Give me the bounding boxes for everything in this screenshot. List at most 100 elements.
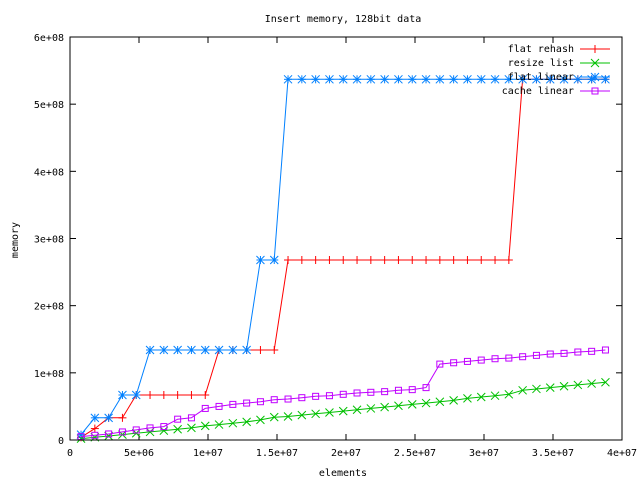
y-axis-label: memory	[10, 222, 21, 258]
data-point	[463, 255, 472, 264]
data-point	[505, 354, 513, 362]
data-point	[270, 396, 278, 404]
data-point	[532, 74, 541, 84]
series-cache-linear	[77, 346, 609, 441]
data-point	[201, 404, 209, 412]
data-point	[256, 398, 264, 406]
data-point	[545, 383, 555, 392]
data-point	[229, 400, 237, 408]
data-point	[228, 345, 238, 355]
data-point	[490, 391, 500, 401]
data-point	[339, 390, 347, 398]
data-point	[366, 255, 375, 264]
data-point	[297, 74, 307, 84]
data-point	[463, 74, 472, 84]
data-point	[394, 255, 403, 264]
x-tick-label: 2e+07	[331, 448, 361, 459]
data-point	[601, 346, 609, 354]
data-point	[131, 390, 141, 400]
legend-label: cache linear	[502, 86, 574, 97]
data-point	[380, 402, 389, 412]
data-point	[269, 412, 279, 422]
data-point	[284, 395, 292, 403]
data-point	[104, 413, 113, 423]
data-point	[394, 401, 403, 411]
data-point	[590, 72, 600, 82]
data-point	[200, 421, 210, 431]
data-point	[146, 390, 155, 399]
y-tick-label: 6e+08	[34, 33, 64, 44]
data-point	[407, 74, 417, 84]
data-point	[159, 390, 168, 399]
series-resize-list	[76, 377, 610, 444]
data-point	[532, 351, 540, 359]
data-point	[504, 74, 514, 84]
x-tick-label: 2.5e+07	[394, 448, 436, 459]
data-point	[297, 255, 306, 264]
data-point	[560, 349, 568, 357]
data-point	[601, 377, 610, 387]
data-point	[590, 58, 600, 68]
data-point	[518, 385, 527, 395]
data-point	[353, 389, 361, 397]
data-point	[381, 388, 389, 396]
data-point	[422, 255, 431, 264]
data-point	[214, 420, 224, 429]
x-tick-label: 1e+07	[193, 448, 223, 459]
data-point	[573, 380, 583, 390]
data-point	[325, 408, 334, 417]
x-tick-label: 3e+07	[469, 448, 499, 459]
plot-frame	[69, 36, 623, 441]
data-point	[366, 74, 376, 84]
data-point	[421, 398, 431, 408]
data-point	[118, 390, 127, 400]
data-point	[491, 355, 499, 363]
series-flat-linear	[76, 74, 610, 439]
data-point	[463, 394, 472, 403]
data-point	[588, 347, 596, 355]
data-point	[256, 345, 265, 354]
data-point	[407, 400, 417, 409]
data-point	[118, 428, 126, 436]
data-point	[256, 415, 265, 425]
data-point	[519, 353, 527, 361]
data-point	[297, 410, 307, 420]
data-point	[173, 345, 182, 355]
x-tick-label: 3.5e+07	[532, 448, 574, 459]
data-point	[491, 255, 500, 264]
data-point	[90, 424, 99, 433]
data-point	[284, 255, 293, 264]
y-tick-label: 3e+08	[34, 235, 64, 246]
data-point	[311, 255, 320, 264]
data-point	[504, 389, 514, 399]
data-point	[394, 74, 403, 84]
data-point	[132, 426, 140, 434]
y-tick-label: 4e+08	[34, 167, 64, 178]
data-point	[173, 424, 182, 434]
chart-title: Insert memory, 128bit data	[265, 14, 422, 25]
data-point	[546, 350, 554, 358]
data-point	[435, 74, 445, 84]
series-line	[80, 349, 606, 438]
data-point	[408, 386, 416, 394]
data-point	[339, 255, 348, 264]
data-point	[214, 345, 224, 355]
data-point	[394, 386, 402, 394]
legend-label: flat linear	[508, 72, 574, 83]
data-point	[90, 413, 100, 423]
data-point	[450, 359, 458, 367]
x-axis-label: elements	[319, 468, 367, 479]
data-point	[366, 404, 376, 413]
series-flat-rehash	[77, 75, 610, 442]
data-point	[380, 74, 389, 84]
data-point	[325, 392, 333, 400]
data-point	[312, 392, 320, 400]
data-point	[449, 396, 458, 405]
data-point	[228, 418, 238, 428]
data-point	[174, 415, 182, 423]
x-tick-label: 5e+06	[124, 448, 154, 459]
x-tick-label: 4e+07	[607, 448, 637, 459]
data-point	[545, 74, 555, 84]
data-point	[325, 255, 334, 264]
data-point	[449, 255, 458, 264]
